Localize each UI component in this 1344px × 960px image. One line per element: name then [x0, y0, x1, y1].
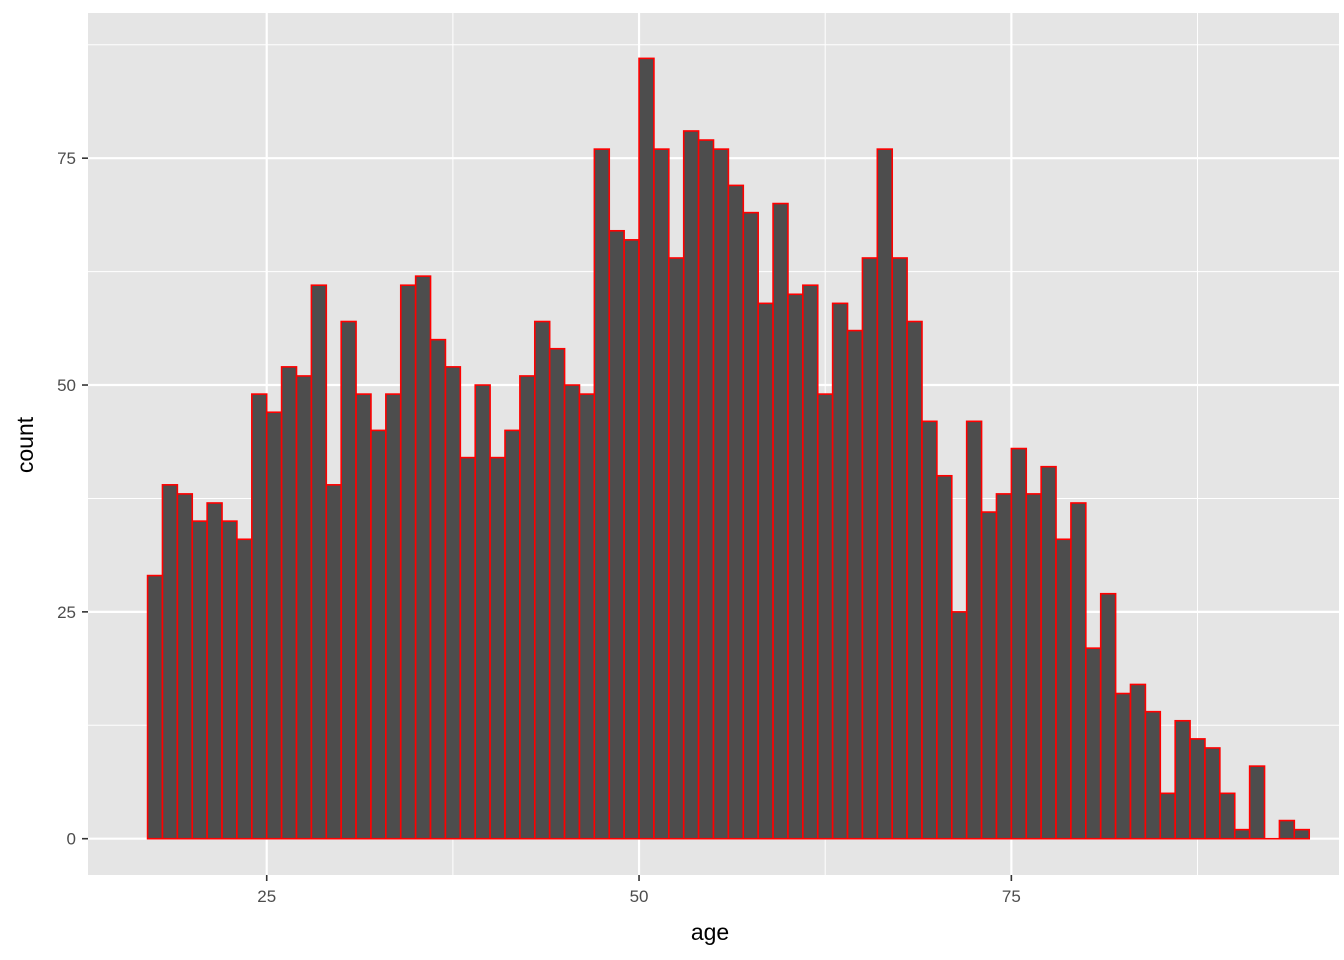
histogram-bar: [533, 320, 551, 840]
y-axis-title: count: [12, 416, 38, 473]
histogram-bar: [697, 139, 715, 840]
histogram-bar: [280, 366, 298, 840]
histogram-bar: [712, 148, 730, 840]
y-tick-label: 75: [57, 149, 76, 168]
histogram-bar: [265, 411, 283, 840]
histogram-bar: [1159, 792, 1176, 840]
x-tick-label: 75: [1002, 887, 1021, 906]
histogram-bar: [221, 520, 238, 840]
histogram-bar: [593, 148, 611, 840]
histogram-bar: [936, 474, 953, 840]
histogram-bar: [355, 393, 372, 840]
histogram-bar: [742, 211, 759, 840]
histogram-bar: [206, 502, 223, 840]
histogram-bar: [1248, 765, 1266, 840]
histogram-bar: [1085, 647, 1102, 840]
histogram-bar: [236, 538, 253, 840]
histogram-bar: [653, 148, 670, 840]
histogram-bar: [638, 57, 655, 840]
histogram-bar: [802, 284, 819, 840]
histogram-bar: [340, 320, 357, 840]
histogram-bar: [950, 611, 968, 840]
histogram-bar: [161, 484, 179, 840]
bars: [146, 57, 1311, 840]
histogram-bar: [1293, 828, 1311, 840]
histogram-bar: [578, 393, 596, 840]
histogram-bar: [861, 257, 879, 840]
histogram-bar: [548, 347, 566, 840]
y-tick-label: 50: [57, 376, 76, 395]
histogram-bar: [489, 456, 506, 840]
histogram-bar: [891, 257, 908, 840]
y-tick-label: 25: [57, 603, 76, 622]
histogram-bar: [980, 511, 998, 840]
histogram-bar: [1025, 493, 1042, 840]
histogram-bar: [772, 202, 789, 840]
histogram-bar: [1055, 538, 1072, 840]
histogram-bar: [1099, 592, 1117, 840]
histogram-bar: [727, 184, 745, 840]
y-tick-label: 0: [67, 830, 76, 849]
histogram-bar: [1144, 710, 1162, 840]
histogram-bar: [1114, 692, 1132, 840]
histogram-bar: [519, 375, 536, 840]
histogram-bar: [921, 420, 938, 840]
histogram-bar: [474, 384, 491, 840]
histogram-bar: [995, 493, 1013, 840]
histogram-bar: [146, 574, 164, 840]
histogram-bar: [1219, 792, 1236, 840]
histogram-bar: [310, 284, 328, 840]
histogram-bar: [608, 229, 625, 840]
histogram-bar: [370, 429, 387, 840]
histogram-bar: [504, 429, 521, 840]
histogram-bar: [787, 293, 804, 840]
histogram-bar: [1233, 828, 1251, 840]
histogram-bar: [831, 302, 849, 840]
histogram-bar: [459, 456, 477, 840]
y-axis: 0 25 50 75: [57, 149, 88, 849]
histogram-bar: [1129, 683, 1147, 840]
histogram-bar: [251, 393, 268, 840]
histogram-bar: [325, 484, 342, 840]
x-axis: 25 50 75: [257, 875, 1021, 906]
x-tick-label: 50: [630, 887, 649, 906]
x-axis-title: age: [691, 919, 729, 945]
histogram-bar: [295, 375, 313, 840]
histogram-bar: [444, 366, 462, 840]
histogram-bar: [429, 338, 447, 840]
histogram-bar: [1010, 447, 1028, 840]
histogram-bar: [757, 302, 774, 840]
histogram-bar: [906, 320, 923, 840]
histogram-bar: [1189, 738, 1206, 840]
histogram-bar: [876, 148, 894, 840]
histogram-bar: [816, 393, 834, 840]
histogram-bar: [191, 520, 208, 840]
histogram-bar: [176, 493, 194, 840]
histogram-bar: [1174, 719, 1191, 840]
histogram-bar: [623, 239, 640, 840]
histogram-bar: [399, 284, 417, 840]
histogram-bar: [846, 329, 864, 840]
histogram-bar: [682, 130, 700, 840]
histogram-bar: [1278, 819, 1296, 840]
histogram-bar: [1070, 502, 1087, 840]
histogram-bar: [668, 257, 685, 840]
histogram-bar: [965, 420, 983, 840]
histogram-bar: [1040, 465, 1057, 840]
histogram-bar: [385, 393, 402, 840]
x-tick-label: 25: [257, 887, 276, 906]
histogram-bar: [414, 275, 432, 840]
histogram-bar: [1204, 747, 1221, 840]
histogram-bar: [563, 384, 581, 840]
